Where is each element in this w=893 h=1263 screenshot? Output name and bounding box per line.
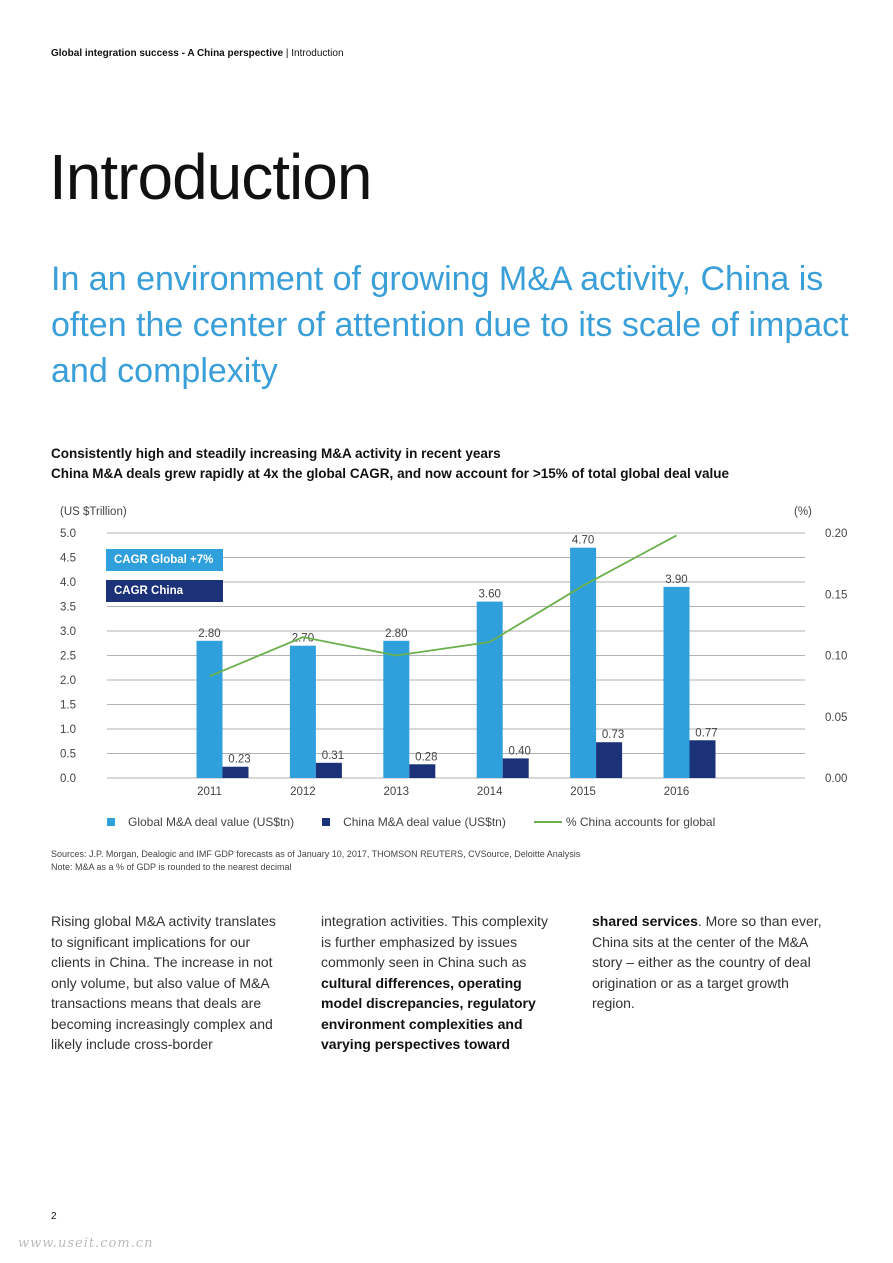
- body-col3-bold: shared services: [592, 913, 698, 929]
- left-tick-label: 2.5: [60, 651, 76, 663]
- page-title: Introduction: [49, 141, 372, 213]
- page-number: 2: [51, 1211, 57, 1222]
- sources-line: Sources: J.P. Morgan, Dealogic and IMF G…: [51, 849, 581, 859]
- legend-china-label: China M&A deal value (US$tn): [343, 815, 506, 829]
- page-subtitle: In an environment of growing M&A activit…: [51, 260, 849, 390]
- china-bar: [502, 758, 529, 778]
- global-bar-label: 2.80: [198, 628, 220, 640]
- header-doc-title: Global integration success - A China per…: [51, 48, 284, 59]
- right-tick-label: 0.05: [825, 712, 847, 724]
- left-axis-title: (US $Trillion): [60, 506, 127, 518]
- legend-share-line: [533, 821, 562, 823]
- x-tick-label: 2011: [197, 786, 222, 798]
- legend-global-label: Global M&A deal value (US$tn): [128, 815, 295, 829]
- global-bar: [663, 586, 690, 778]
- legend-global-swatch: [107, 818, 115, 826]
- body-col3-text: . More so than ever, China sits at the c…: [592, 913, 822, 1011]
- china-bar: [596, 742, 623, 778]
- chart-sources: Sources: J.P. Morgan, Dealogic and IMF G…: [51, 848, 580, 874]
- right-tick-label: 0.20: [825, 528, 847, 540]
- body-col2-text: integration activities. This complexity …: [321, 913, 548, 970]
- x-tick-label: 2013: [384, 786, 410, 798]
- left-tick-label: 1.5: [60, 700, 76, 712]
- china-bar-label: 0.40: [509, 745, 531, 757]
- global-bar-label: 2.80: [385, 628, 407, 640]
- cagr-global-badge: CAGR Global +7%: [106, 549, 223, 571]
- right-tick-label: 0.00: [825, 773, 847, 785]
- global-bar-label: 3.60: [479, 589, 501, 601]
- legend-share-label: % China accounts for global: [565, 815, 716, 829]
- china-share-line: [209, 534, 677, 678]
- china-bar: [315, 762, 342, 778]
- left-tick-label: 0.0: [60, 773, 76, 785]
- global-bar: [383, 640, 410, 778]
- right-tick-label: 0.15: [825, 589, 847, 601]
- x-tick-label: 2015: [570, 786, 596, 798]
- left-tick-label: 2.0: [60, 675, 76, 687]
- left-tick-label: 5.0: [60, 528, 76, 540]
- ma-activity-chart: (US $Trillion) (%) 5.0 4.5 4.0 3.5 3.0 2.5 2.0 1.…: [60, 506, 847, 798]
- global-bar: [570, 547, 597, 778]
- china-bar: [689, 740, 716, 778]
- header-separator: |: [283, 48, 292, 59]
- global-bar: [476, 601, 503, 778]
- body-col2-bold: cultural differences, operating model di…: [321, 974, 536, 1053]
- legend-global: Global M&A deal value (US$tn): [107, 815, 294, 829]
- legend-china-swatch: [322, 818, 331, 826]
- watermark: www.useit.com.cn: [18, 1236, 154, 1251]
- header-section: Introduction: [291, 48, 344, 59]
- cagr-china-badge: CAGR China +27%: [106, 580, 223, 619]
- right-tick-label: 0.10: [825, 651, 847, 663]
- chart-heading: Consistently high and steadily increasin…: [51, 444, 729, 484]
- china-bar-label: 0.23: [228, 754, 250, 766]
- running-header: Global integration success - A China per…: [51, 48, 344, 59]
- legend-china: China M&A deal value (US$tn): [322, 815, 506, 829]
- left-tick-label: 4.0: [60, 577, 76, 589]
- china-bar-label: 0.77: [695, 727, 717, 739]
- body-column-1: Rising global M&A activity translates to…: [51, 911, 291, 1055]
- china-bar: [222, 766, 249, 778]
- china-bar-label: 0.31: [322, 750, 344, 762]
- body-col1-text: Rising global M&A activity translates to…: [51, 913, 276, 1052]
- global-bar-label: 4.70: [572, 535, 594, 547]
- china-bar-label: 0.73: [602, 729, 624, 741]
- chart-heading-line1: Consistently high and steadily increasin…: [51, 446, 501, 461]
- x-tick-label: 2016: [664, 786, 690, 798]
- x-tick-label: 2014: [477, 786, 503, 798]
- global-bar: [196, 640, 223, 778]
- global-bar-label: 3.90: [665, 574, 687, 586]
- chart-heading-line2: China M&A deals grew rapidly at 4x the g…: [51, 466, 729, 481]
- china-bar-label: 0.28: [415, 751, 437, 763]
- note-line: Note: M&A as a % of GDP is rounded to th…: [51, 862, 292, 872]
- chart-legend: Global M&A deal value (US$tn) China M&A …: [107, 815, 743, 829]
- global-bar-label: 2.70: [292, 633, 314, 645]
- legend-share: % China accounts for global: [533, 815, 716, 829]
- left-tick-label: 1.0: [60, 724, 76, 736]
- right-axis-title: (%): [794, 506, 812, 518]
- left-tick-label: 3.0: [60, 626, 76, 638]
- left-tick-label: 3.5: [60, 602, 76, 614]
- left-tick-label: 0.5: [60, 749, 76, 761]
- x-tick-label: 2012: [290, 786, 316, 798]
- body-column-3: shared services. More so than ever, Chin…: [592, 911, 832, 1014]
- left-tick-label: 4.5: [60, 553, 76, 565]
- global-bar: [289, 645, 316, 778]
- body-column-2: integration activities. This complexity …: [321, 911, 561, 1055]
- china-bar: [409, 764, 436, 778]
